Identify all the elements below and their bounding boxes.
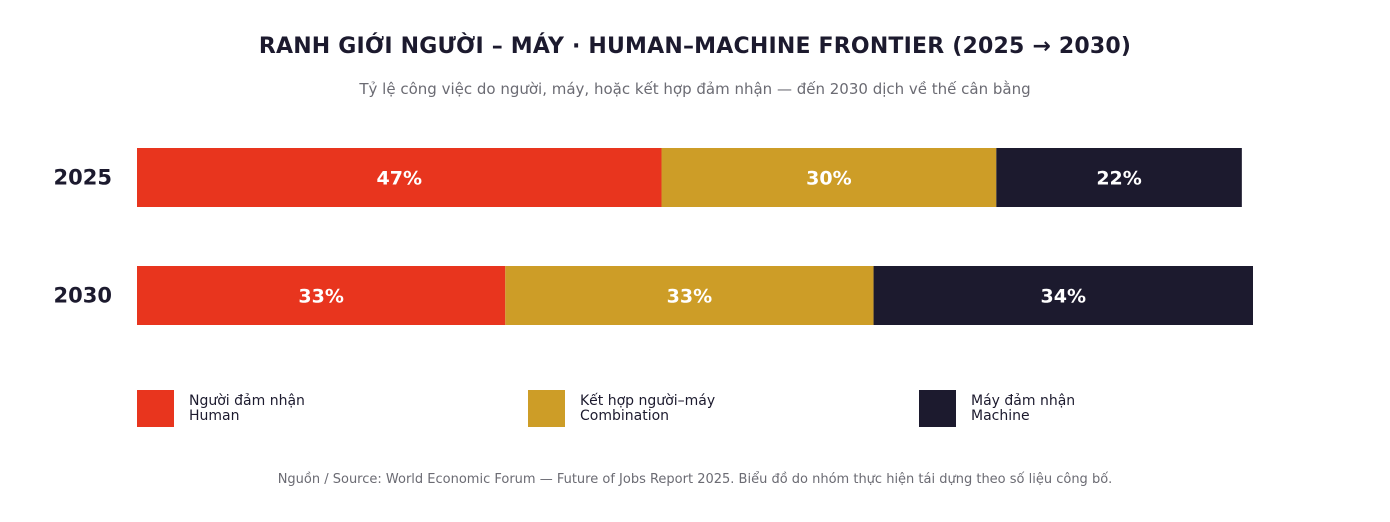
stacked-bar-chart: 2025 47% 30% 22% 2030 33% 33% 34%	[54, 148, 1253, 325]
legend-label-combination-en: Combination	[580, 408, 670, 424]
legend-label-human-vi: Người đảm nhận	[189, 393, 305, 409]
data-label-machine-2030: 34%	[1041, 286, 1086, 308]
legend-swatch-human	[137, 390, 174, 427]
legend-swatch-machine	[919, 390, 956, 427]
data-label-human-2025: 47%	[377, 168, 422, 190]
legend-label-human-en: Human	[189, 408, 240, 424]
bar-machine-2025	[996, 148, 1242, 207]
bar-human-2025	[137, 148, 662, 207]
legend-label-machine-vi: Máy đảm nhận	[971, 393, 1076, 409]
data-label-machine-2025: 22%	[1096, 168, 1141, 190]
chart-title: RANH GIỚI NGƯỜI – MÁY · HUMAN–MACHINE FR…	[258, 34, 1132, 59]
bar-combination-2025	[661, 148, 997, 207]
legend-swatch-combination	[528, 390, 565, 427]
bar-human-2030	[137, 266, 506, 325]
category-label-2030: 2030	[54, 284, 112, 308]
legend-label-machine: Máy đảm nhận Machine	[971, 394, 1075, 424]
data-label-human-2030: 33%	[298, 286, 343, 308]
data-label-combination-2030: 33%	[667, 286, 712, 308]
category-label-2025: 2025	[54, 166, 112, 190]
chart-subtitle: Tỷ lệ công việc do người, máy, hoặc kết …	[359, 80, 1031, 98]
legend-label-combination: Kết hợp người–máy Combination	[580, 394, 715, 424]
source-note: Nguồn / Source: World Economic Forum — F…	[277, 472, 1113, 487]
legend-label-human: Người đảm nhận Human	[189, 394, 305, 424]
legend-label-machine-en: Machine	[971, 408, 1030, 424]
data-label-combination-2025: 30%	[806, 168, 851, 190]
bar-combination-2030	[505, 266, 874, 325]
bar-machine-2030	[873, 266, 1253, 325]
legend-label-combination-vi: Kết hợp người–máy	[580, 393, 716, 409]
